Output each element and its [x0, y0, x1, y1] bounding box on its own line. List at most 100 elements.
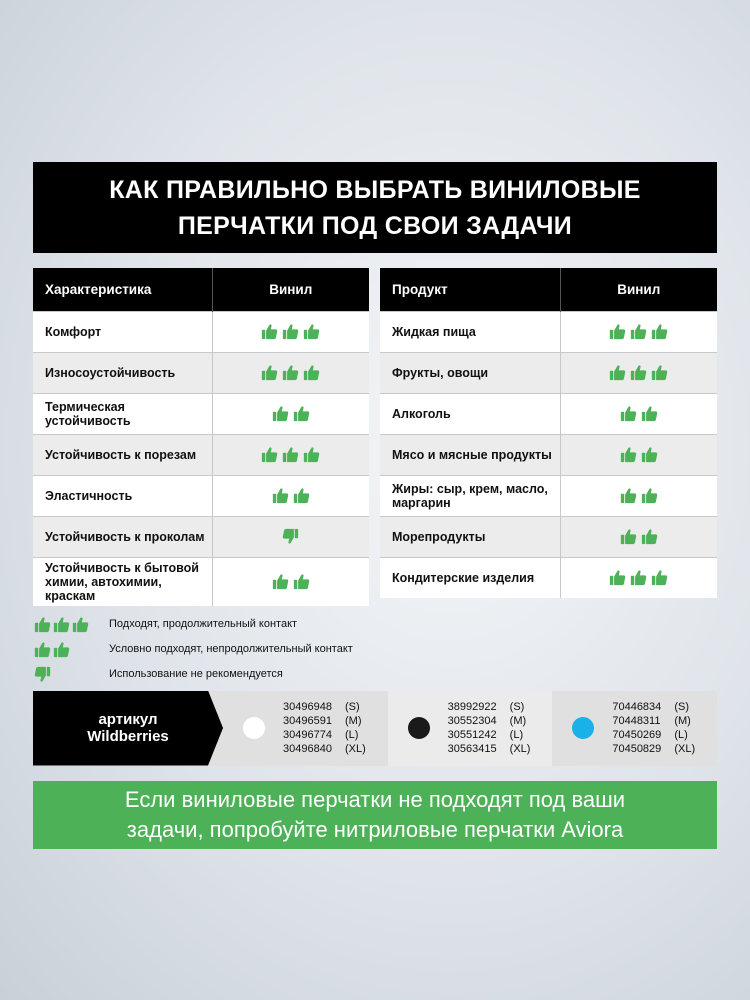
thumbs-up-icon	[272, 406, 288, 422]
article-number: 30563415	[447, 743, 497, 755]
legend-text: Подходят, продолжительный контакт	[109, 618, 298, 630]
column-header: Характеристика	[33, 268, 212, 311]
thumbs-up-icon	[641, 529, 657, 545]
thumbs-up-icon	[72, 616, 89, 632]
table-row: Фрукты, овощи	[380, 351, 717, 393]
products-table: Продукт Винил Жидкая пища Фрукты, овощи Алк…	[380, 268, 717, 598]
column-header: Продукт	[380, 268, 560, 311]
thumbs-up-icon	[262, 365, 278, 381]
row-label: Комфорт	[33, 310, 212, 352]
article-code: 30551242 (L)	[448, 728, 531, 742]
column-header: Винил	[211, 268, 369, 311]
article-size: (M)	[345, 715, 362, 727]
table-row: Жиры: сыр, крем, масло, маргарин	[380, 474, 717, 516]
thumbs-up-icon	[34, 616, 51, 632]
rating-cell	[559, 556, 717, 598]
row-label: Устойчивость к порезам	[33, 433, 212, 475]
thumbs-up-icon	[304, 447, 320, 463]
table-row: Комфорт	[33, 310, 369, 352]
thumbs-up-icon	[293, 488, 309, 504]
legend-item: Условно подходят, непродолжительный конт…	[33, 637, 717, 662]
thumbs-up-icon	[641, 447, 657, 463]
rating-cell	[559, 351, 717, 393]
thumbs-up-icon	[652, 570, 668, 586]
table-row: Устойчивость к порезам	[33, 433, 369, 475]
thumbs-up-icon	[272, 574, 288, 590]
article-label: артикул Wildberries	[33, 690, 223, 766]
page-title: КАК ПРАВИЛЬНО ВЫБРАТЬ ВИНИЛОВЫЕ ПЕРЧАТКИ…	[33, 162, 717, 253]
legend-icons	[33, 616, 109, 633]
legend-item: Использование не рекомендуется	[33, 662, 717, 687]
rating-cell	[211, 310, 369, 352]
row-label: Устойчивость к бытовой химии, автохимии,…	[33, 556, 212, 606]
row-label: Морепродукты	[380, 515, 560, 557]
thumbs-up-icon	[652, 324, 668, 340]
table-row: Мясо и мясные продукты	[380, 433, 717, 475]
legend-item: Подходят, продолжительный контакт	[33, 612, 717, 637]
article-code: 30496591 (M)	[283, 714, 366, 728]
article-number: 30496774	[283, 729, 332, 741]
article-code: 38992922 (S)	[448, 700, 531, 714]
article-code: 30496840 (XL)	[283, 742, 366, 756]
article-group: 30496948 (S) 30496591 (M) 30496774 (L) 3049684…	[223, 691, 388, 766]
article-number: 70448311	[612, 715, 661, 727]
title-line-1: КАК ПРАВИЛЬНО ВЫБРАТЬ ВИНИЛОВЫЕ	[109, 175, 641, 204]
thumbs-up-icon	[610, 324, 626, 340]
article-group: 70446834 (S) 70448311 (M) 70450269 (L) 7045082…	[552, 691, 717, 766]
article-number: 30496591	[283, 715, 332, 727]
thumbs-up-icon	[631, 365, 647, 381]
thumbs-up-icon	[293, 574, 309, 590]
row-label: Фрукты, овощи	[380, 351, 560, 393]
thumbs-up-icon	[620, 488, 636, 504]
cta-line-2: задачи, попробуйте нитриловые перчатки A…	[126, 816, 624, 842]
article-label-line2: Wildberries	[87, 728, 169, 745]
thumbs-up-icon	[631, 570, 647, 586]
thumbs-down-icon	[283, 528, 299, 544]
article-size: (XL)	[509, 743, 531, 755]
thumbs-up-icon	[262, 324, 278, 340]
rating-cell	[211, 351, 369, 393]
article-size: (L)	[674, 729, 688, 741]
thumbs-up-icon	[34, 641, 51, 657]
color-swatch	[407, 717, 430, 739]
thumbs-up-icon	[641, 406, 657, 422]
row-label: Мясо и мясные продукты	[380, 433, 560, 475]
rating-cell	[211, 515, 369, 557]
rating-cell	[559, 433, 717, 475]
thumbs-up-icon	[620, 406, 636, 422]
article-number: 30496948	[283, 701, 332, 713]
article-size: (M)	[509, 715, 527, 727]
title-line-2: ПЕРЧАТКИ ПОД СВОИ ЗАДАЧИ	[177, 211, 573, 240]
table-row: Термическая устойчивость	[33, 392, 369, 434]
rating-cell	[559, 515, 717, 557]
thumbs-up-icon	[304, 365, 320, 381]
article-number: 38992922	[447, 701, 497, 713]
legend-text: Использование не рекомендуется	[109, 668, 283, 680]
thumbs-up-icon	[652, 365, 668, 381]
rating-cell	[211, 433, 369, 475]
article-size: (S)	[509, 701, 525, 713]
article-codes: 70446834 (S) 70448311 (M) 70450269 (L) 7045082…	[612, 700, 695, 756]
article-size: (S)	[345, 701, 360, 713]
thumbs-up-icon	[610, 570, 626, 586]
row-label: Жиры: сыр, крем, масло, маргарин	[380, 474, 560, 516]
row-label: Жидкая пища	[380, 310, 560, 352]
thumbs-up-icon	[610, 365, 626, 381]
article-size: (XL)	[345, 743, 366, 755]
article-number: 70450269	[612, 729, 662, 741]
article-code: 30552304 (M)	[448, 714, 531, 728]
row-label: Термическая устойчивость	[33, 392, 212, 434]
legend-icons	[33, 666, 109, 683]
color-swatch	[572, 717, 595, 739]
thumbs-up-icon	[293, 406, 309, 422]
thumbs-up-icon	[283, 324, 299, 340]
comparison-tables: Характеристика Винил Комфорт Износоустойчи…	[33, 268, 717, 606]
thumbs-up-icon	[620, 529, 636, 545]
article-number: 30552304	[447, 715, 497, 727]
infographic: КАК ПРАВИЛЬНО ВЫБРАТЬ ВИНИЛОВЫЕ ПЕРЧАТКИ…	[33, 162, 717, 849]
article-number: 30496840	[283, 743, 332, 755]
legend-text: Условно подходят, непродолжительный конт…	[109, 643, 353, 655]
row-label: Эластичность	[33, 474, 212, 516]
article-size: (L)	[509, 729, 524, 741]
thumbs-up-icon	[53, 641, 70, 657]
